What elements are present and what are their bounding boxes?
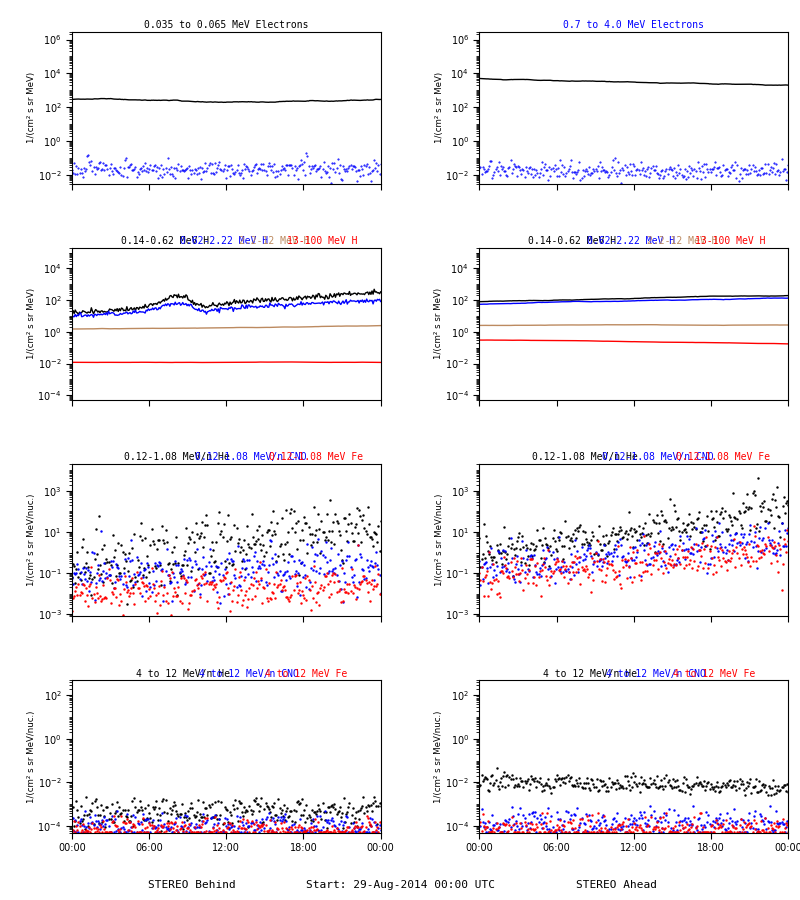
Y-axis label: 1/(cm² s sr MeV): 1/(cm² s sr MeV) bbox=[434, 72, 444, 143]
Text: 0.7 to 4.0 MeV Electrons: 0.7 to 4.0 MeV Electrons bbox=[563, 20, 704, 30]
Text: 2.2-12 MeV H: 2.2-12 MeV H bbox=[239, 236, 310, 247]
Text: 0.12-1.08 MeV/n He: 0.12-1.08 MeV/n He bbox=[532, 453, 638, 463]
Text: 4 to 12 MeV/n He: 4 to 12 MeV/n He bbox=[135, 669, 230, 679]
Text: STEREO Behind: STEREO Behind bbox=[148, 880, 236, 890]
Text: 13-100 MeV H: 13-100 MeV H bbox=[694, 236, 766, 247]
Text: 0.12-1.08 MeV/n CNO: 0.12-1.08 MeV/n CNO bbox=[602, 453, 714, 463]
Text: 2.2-12 MeV H: 2.2-12 MeV H bbox=[646, 236, 717, 247]
Text: 0.12-1.08 MeV/n CNO: 0.12-1.08 MeV/n CNO bbox=[195, 453, 306, 463]
Text: Start: 29-Aug-2014 00:00 UTC: Start: 29-Aug-2014 00:00 UTC bbox=[306, 880, 494, 890]
Y-axis label: 1/(cm² s sr MeV/nuc.): 1/(cm² s sr MeV/nuc.) bbox=[434, 494, 443, 586]
Text: 0.12-1.08 MeV Fe: 0.12-1.08 MeV Fe bbox=[676, 453, 770, 463]
Text: 13-100 MeV H: 13-100 MeV H bbox=[287, 236, 358, 247]
Y-axis label: 1/(cm² s sr MeV/nuc.): 1/(cm² s sr MeV/nuc.) bbox=[27, 710, 36, 803]
Text: 4 to 12 MeV Fe: 4 to 12 MeV Fe bbox=[673, 669, 755, 679]
Text: 0.62-2.22 MeV H: 0.62-2.22 MeV H bbox=[587, 236, 675, 247]
Text: 0.12-1.08 MeV/n He: 0.12-1.08 MeV/n He bbox=[125, 453, 230, 463]
Y-axis label: 1/(cm² s sr MeV): 1/(cm² s sr MeV) bbox=[27, 288, 36, 359]
Text: STEREO Ahead: STEREO Ahead bbox=[575, 880, 657, 890]
Text: 0.14-0.62 MeV H: 0.14-0.62 MeV H bbox=[528, 236, 616, 247]
Text: 4 to 12 MeV/n He: 4 to 12 MeV/n He bbox=[543, 669, 637, 679]
Text: 4 to 12 MeV Fe: 4 to 12 MeV Fe bbox=[265, 669, 347, 679]
Y-axis label: 1/(cm² s sr MeV): 1/(cm² s sr MeV) bbox=[434, 288, 443, 359]
Text: 4 to 12 MeV/n CNO: 4 to 12 MeV/n CNO bbox=[606, 669, 706, 679]
Text: 0.035 to 0.065 MeV Electrons: 0.035 to 0.065 MeV Electrons bbox=[144, 20, 309, 30]
Y-axis label: 1/(cm² s sr MeV/nuc.): 1/(cm² s sr MeV/nuc.) bbox=[27, 494, 36, 586]
Y-axis label: 1/(cm² s sr MeV): 1/(cm² s sr MeV) bbox=[27, 72, 37, 143]
Y-axis label: 1/(cm² s sr MeV/nuc.): 1/(cm² s sr MeV/nuc.) bbox=[434, 710, 443, 803]
Text: 4 to 12 MeV/n CNO: 4 to 12 MeV/n CNO bbox=[198, 669, 298, 679]
Text: 0.62-2.22 MeV H: 0.62-2.22 MeV H bbox=[180, 236, 268, 247]
Text: 0.12-1.08 MeV Fe: 0.12-1.08 MeV Fe bbox=[269, 453, 363, 463]
Text: 0.14-0.62 MeV H: 0.14-0.62 MeV H bbox=[121, 236, 209, 247]
